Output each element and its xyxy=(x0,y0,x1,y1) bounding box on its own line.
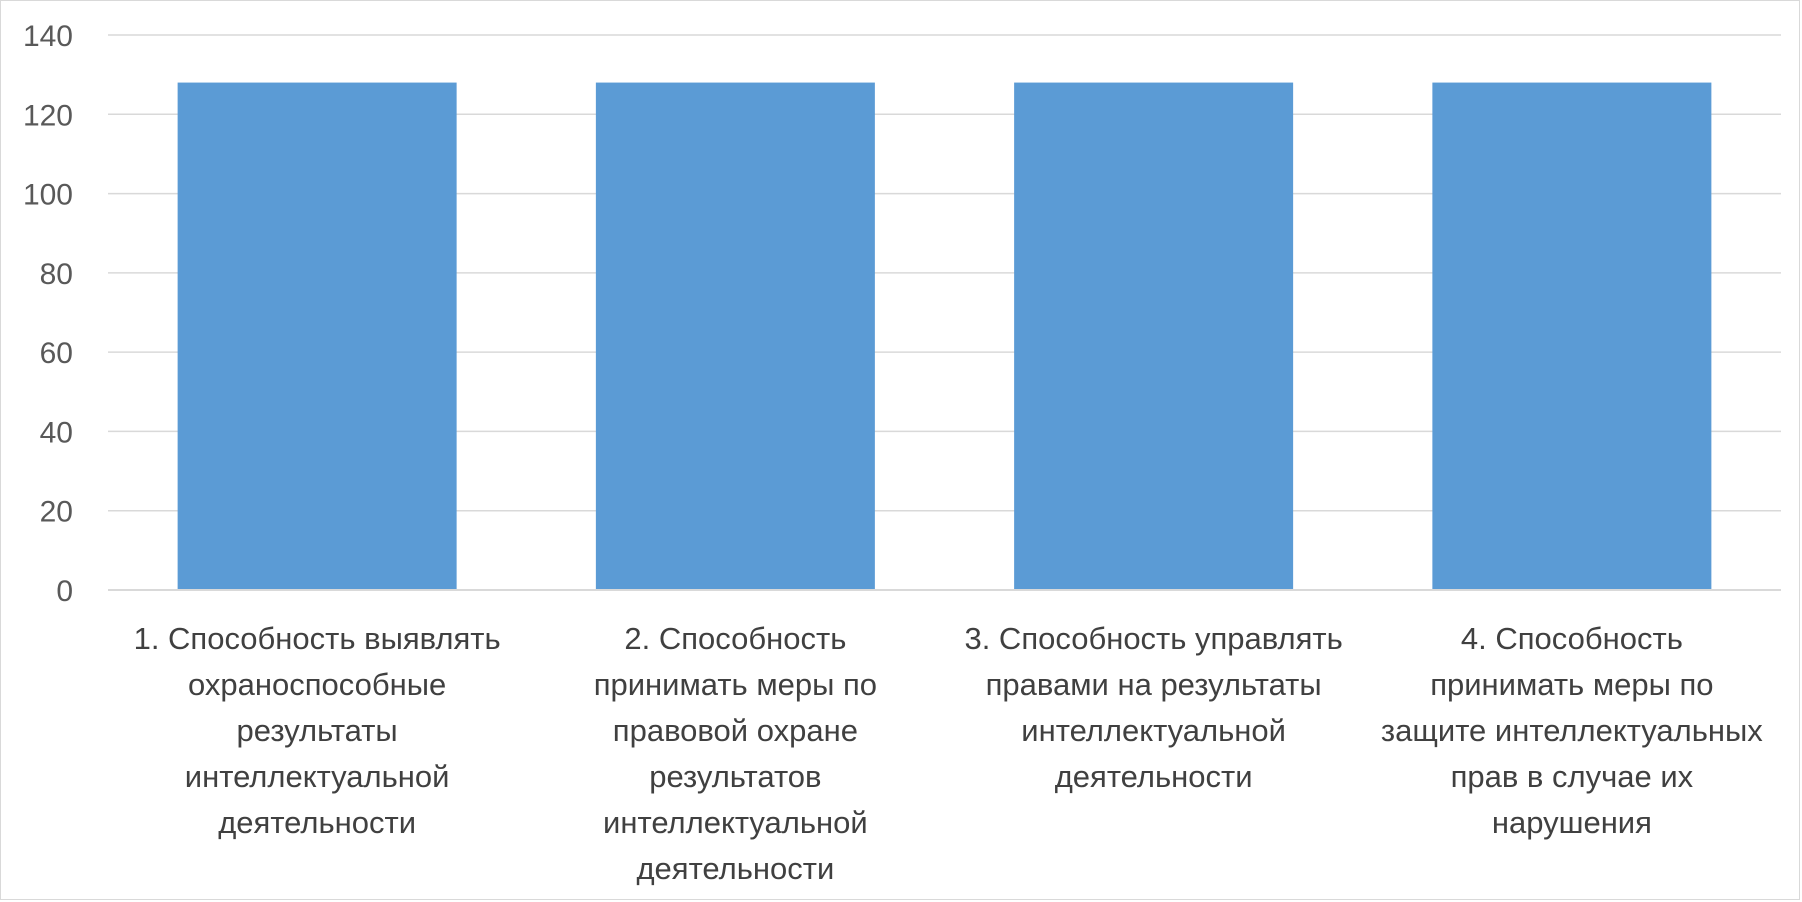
y-tick-label: 40 xyxy=(40,416,73,449)
y-tick-label: 20 xyxy=(40,496,73,529)
x-category-label-line: результатов xyxy=(649,759,821,794)
x-category-label-line: 2. Способность xyxy=(624,621,846,656)
x-category-label-line: охраноспособные xyxy=(188,667,446,702)
bar-1 xyxy=(177,82,457,591)
x-category-label-line: правами на результаты xyxy=(986,667,1322,702)
x-category-label-line: нарушения xyxy=(1492,805,1652,840)
x-category-label-line: 3. Способность управлять xyxy=(964,621,1342,656)
x-axis-labels: 1. Способность выявлять охраноспособные ре… xyxy=(134,621,1764,886)
x-category-label-line: принимать меры по xyxy=(594,667,877,702)
x-category-label-3: 3. Способность управлять правами на резул… xyxy=(964,621,1342,794)
y-tick-label: 100 xyxy=(23,179,73,212)
y-tick-label: 120 xyxy=(23,99,73,132)
x-category-label-line: правовой охране xyxy=(613,713,858,748)
x-category-label-line: интеллектуальной xyxy=(185,759,450,794)
y-tick-label: 0 xyxy=(56,575,73,608)
x-category-label-4: 4. Способность принимать меры по защите ин… xyxy=(1381,621,1763,840)
x-category-label-1: 1. Способность выявлять охраноспособные ре… xyxy=(134,621,501,840)
x-category-label-line: деятельности xyxy=(1055,759,1253,794)
x-category-label-line: деятельности xyxy=(218,805,416,840)
y-tick-label: 80 xyxy=(40,258,73,291)
x-category-label-line: прав в случае их xyxy=(1451,759,1694,794)
x-category-label-line: 4. Способность xyxy=(1461,621,1683,656)
bars xyxy=(177,82,1712,591)
x-category-label-line: результаты xyxy=(237,713,398,748)
x-category-label-2: 2. Способность принимать меры по правовой … xyxy=(594,621,877,886)
x-category-label-line: интеллектуальной xyxy=(1021,713,1286,748)
x-category-label-line: 1. Способность выявлять xyxy=(134,621,501,656)
y-tick-label: 140 xyxy=(23,20,73,53)
x-category-label-line: деятельности xyxy=(636,851,834,886)
x-category-label-line: защите интеллектуальных xyxy=(1381,713,1763,748)
bar-2 xyxy=(595,82,875,591)
y-tick-label: 60 xyxy=(40,337,73,370)
bar-4 xyxy=(1432,82,1712,591)
y-axis-ticks: 0 20 40 60 80 100 120 140 xyxy=(23,20,73,608)
x-category-label-line: интеллектуальной xyxy=(603,805,868,840)
x-category-label-line: принимать меры по xyxy=(1430,667,1713,702)
bar-3 xyxy=(1014,82,1294,591)
